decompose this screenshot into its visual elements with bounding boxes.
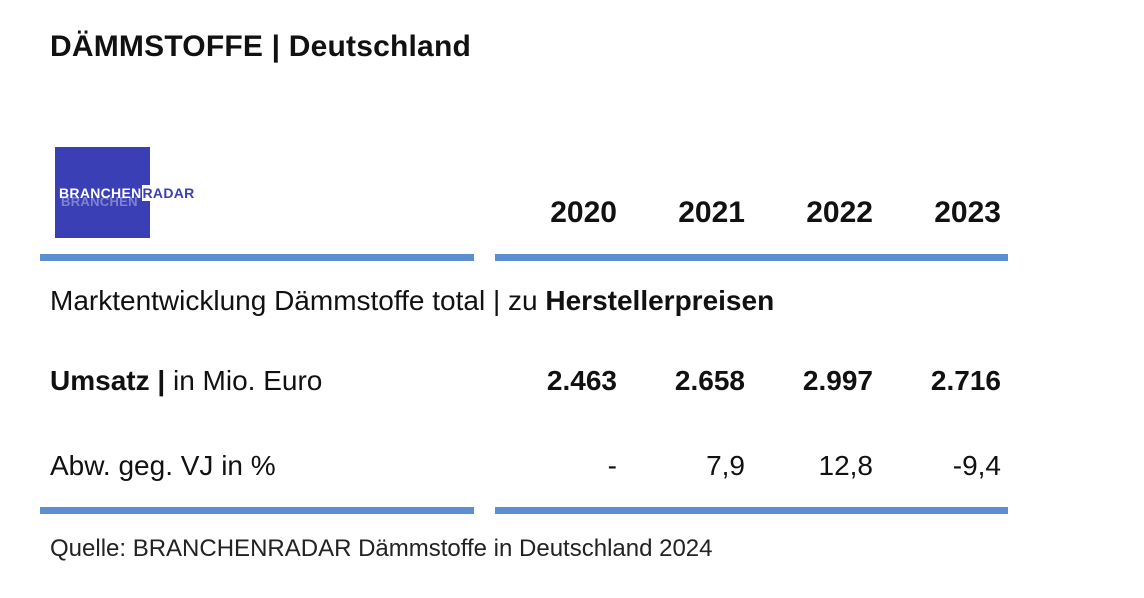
subtitle-regular: Marktentwicklung Dämmstoffe total | zu — [50, 285, 546, 316]
cell-umsatz-2023: 2.716 — [930, 365, 1001, 396]
logo-text-part2: RADAR — [141, 185, 196, 201]
table-title: DÄMMSTOFFE | Deutschland — [50, 30, 471, 63]
cell-abw-2020: - — [607, 450, 617, 481]
cell-umsatz-2021: 2.658 — [674, 365, 745, 396]
source-note: Quelle: BRANCHENRADAR Dämmstoffe in Deut… — [50, 535, 713, 562]
table-subtitle: Marktentwicklung Dämmstoffe total | zu H… — [50, 285, 774, 317]
column-header-2023: 2023 — [934, 196, 1001, 229]
cell-umsatz-2020: 2.463 — [546, 365, 617, 396]
top-rule-left — [40, 254, 474, 261]
row-label-umsatz: Umsatz | in Mio. Euro — [50, 365, 322, 397]
row-label-umsatz-bold: Umsatz | — [50, 365, 166, 396]
column-header-2022: 2022 — [806, 196, 873, 229]
cell-umsatz-2022: 2.997 — [802, 365, 873, 396]
column-header-2020: 2020 — [550, 196, 617, 229]
bottom-rule-left — [40, 507, 474, 514]
column-header-2021: 2021 — [678, 196, 745, 229]
cell-abw-2021: 7,9 — [706, 450, 745, 481]
logo-text-part1: BRANCHEN — [59, 185, 142, 201]
cell-abw-2023: -9,4 — [952, 450, 1001, 481]
bottom-rule-right — [495, 507, 1008, 514]
row-label-umsatz-regular: in Mio. Euro — [165, 365, 323, 396]
branchenradar-logo: BRANCHEN BRANCHENRADAR — [55, 147, 196, 238]
subtitle-bold: Herstellerpreisen — [545, 285, 775, 316]
top-rule-right — [495, 254, 1008, 261]
cell-abw-2022: 12,8 — [818, 450, 874, 481]
row-label-abw: Abw. geg. VJ in % — [50, 450, 276, 481]
logo-text: BRANCHENRADAR — [59, 185, 196, 201]
logo-shadow-text: BRANCHEN — [61, 194, 138, 209]
